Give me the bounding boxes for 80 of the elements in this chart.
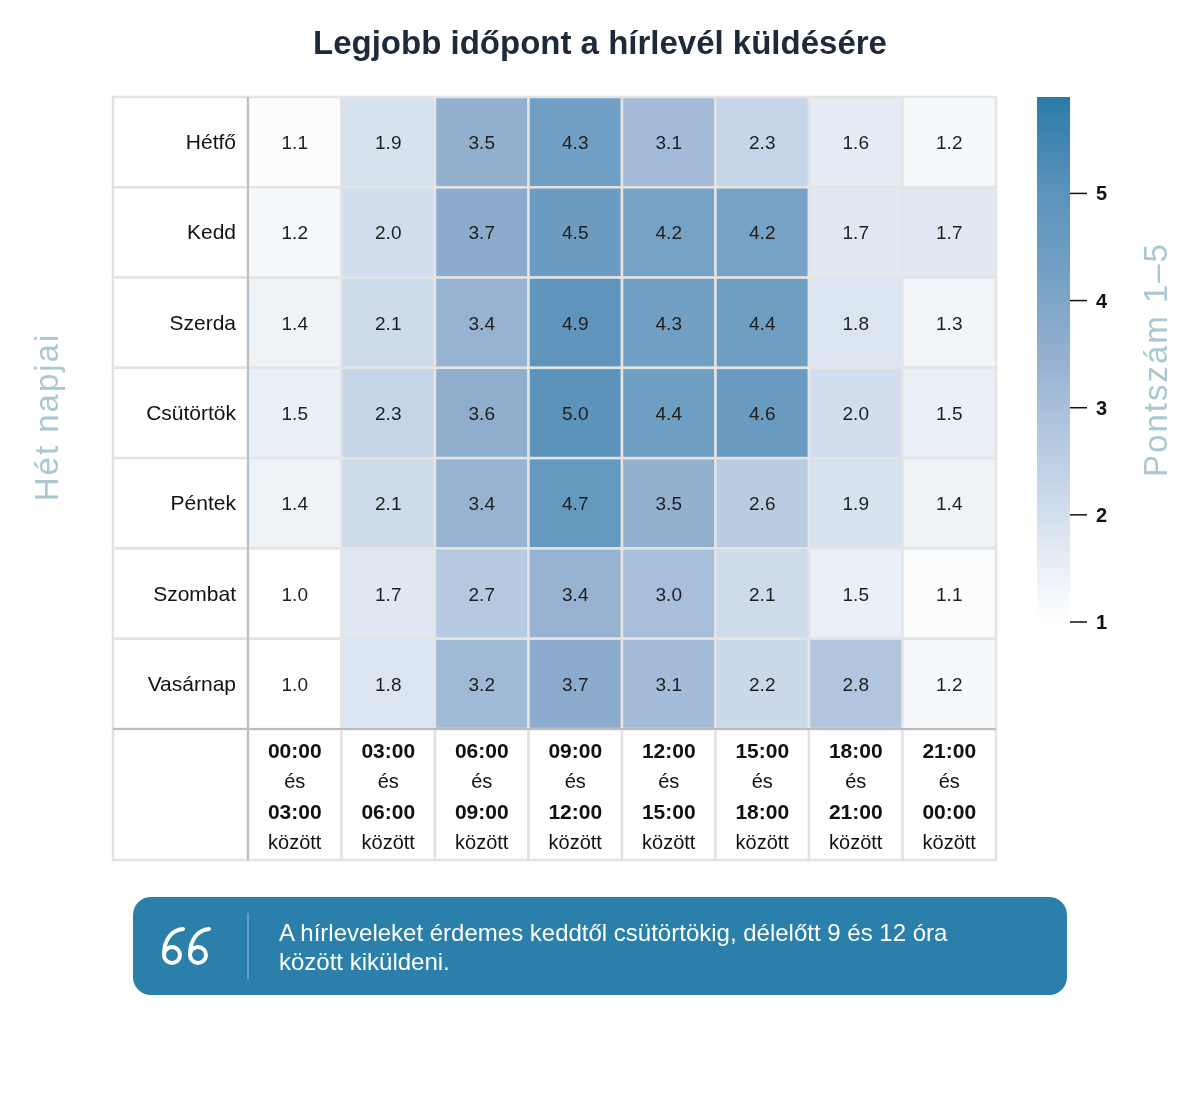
- color-bar-title: Pontszám 1–5: [1137, 242, 1174, 477]
- data-label: 3.4: [468, 312, 496, 334]
- data-label: 4.3: [562, 132, 589, 154]
- data-label: 3.7: [562, 673, 589, 695]
- data-label: 2.0: [842, 403, 869, 424]
- chart-title: Legjobb időpont a hírlevél küldésére: [313, 24, 887, 61]
- y-tick-label: Szombat: [153, 581, 237, 605]
- y-tick-label: Hétfő: [185, 130, 236, 154]
- data-label: 1.2: [281, 222, 308, 244]
- data-label: 3.5: [468, 132, 495, 154]
- data-label: 1.8: [842, 312, 869, 334]
- data-label: 2.8: [842, 673, 869, 695]
- data-label: 2.6: [749, 493, 776, 515]
- color-bar-label: 5: [1096, 182, 1108, 205]
- data-label: 1.1: [936, 583, 963, 605]
- data-label: 1.9: [375, 132, 402, 154]
- data-label: 1.5: [936, 403, 963, 424]
- data-label: 4.6: [749, 403, 776, 424]
- x-tick-label: 21:00 és 00:00 között: [922, 739, 977, 853]
- data-label: 1.6: [842, 132, 869, 154]
- data-label: 1.1: [281, 132, 308, 154]
- data-label: 1.4: [936, 493, 963, 515]
- data-label: 1.7: [936, 222, 963, 244]
- data-label: 3.0: [655, 583, 682, 605]
- data-label: 4.7: [562, 493, 589, 515]
- data-label: 3.1: [655, 132, 682, 154]
- data-label: 1.8: [375, 673, 402, 695]
- y-tick-label: Péntek: [170, 491, 237, 515]
- data-label: 1.4: [281, 312, 309, 334]
- x-tick-label: 12:00 és 15:00 között: [641, 739, 696, 853]
- data-label: 1.7: [375, 583, 402, 605]
- data-label: 2.1: [749, 583, 776, 605]
- data-label: 2.7: [468, 583, 495, 605]
- data-label: 3.2: [468, 673, 495, 695]
- data-label: 3.7: [468, 222, 495, 244]
- x-tick-label: 15:00 és 18:00 között: [735, 739, 790, 853]
- y-tick-label: Szerda: [169, 310, 237, 334]
- data-label: 3.4: [562, 583, 589, 605]
- data-label: 2.1: [375, 493, 402, 515]
- data-label: 1.2: [936, 673, 963, 695]
- color-bar-label: 3: [1096, 396, 1108, 419]
- data-label: 3.5: [655, 493, 682, 515]
- data-label: 2.0: [375, 222, 402, 244]
- y-axis-title: Hét napjai: [28, 332, 65, 502]
- data-label: 2.3: [749, 132, 776, 154]
- data-label: 4.5: [562, 222, 589, 244]
- y-tick-label: Kedd: [186, 220, 236, 244]
- x-tick-label: 09:00 és 12:00 között: [548, 739, 603, 853]
- data-label: 3.1: [655, 673, 682, 695]
- x-tick-label: 00:00 és 03:00 között: [267, 739, 322, 853]
- data-label: 4.9: [562, 312, 589, 334]
- data-label: 3.4: [468, 493, 496, 515]
- data-label: 1.5: [842, 583, 869, 605]
- data-label: 4.4: [749, 312, 776, 334]
- y-tick-label: Csütörtök: [146, 401, 237, 424]
- data-label: 1.7: [842, 222, 869, 244]
- data-label: 1.4: [281, 493, 309, 515]
- data-label: 4.2: [655, 222, 682, 244]
- x-tick-label: 03:00 és 06:00 között: [361, 739, 416, 853]
- x-tick-label: 18:00 és 21:00 között: [828, 739, 883, 853]
- data-label: 4.2: [749, 222, 776, 244]
- data-label: 1.2: [936, 132, 963, 154]
- color-bar-label: 1: [1096, 611, 1108, 633]
- data-label: 2.3: [375, 403, 402, 424]
- data-label: 3.6: [468, 403, 495, 424]
- x-tick-label: 06:00 és 09:00 között: [454, 739, 509, 853]
- data-label: 1.5: [281, 403, 308, 424]
- data-label: 2.1: [375, 312, 402, 334]
- data-label: 4.4: [655, 403, 683, 424]
- color-bar-label: 4: [1096, 289, 1108, 312]
- data-label: 1.9: [842, 493, 869, 515]
- data-label: 5.0: [562, 403, 589, 424]
- data-label: 1.0: [281, 583, 308, 605]
- text: A hírleveleket érdemes keddtől csütörtökig, délelőtt 9 és 12 óra között kiküldeni.: [279, 919, 949, 975]
- y-tick-label: Vasárnap: [147, 671, 236, 695]
- data-label: 4.3: [655, 312, 682, 334]
- data-label: 1.0: [281, 673, 308, 695]
- color-bar-label: 2: [1096, 503, 1108, 526]
- data-label: 2.2: [749, 673, 776, 695]
- data-label: 1.3: [936, 312, 963, 334]
